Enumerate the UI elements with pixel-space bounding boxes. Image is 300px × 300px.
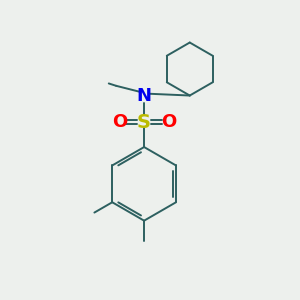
Text: N: N bbox=[136, 87, 152, 105]
Text: S: S bbox=[137, 112, 151, 131]
Text: O: O bbox=[112, 113, 128, 131]
Text: O: O bbox=[160, 113, 176, 131]
